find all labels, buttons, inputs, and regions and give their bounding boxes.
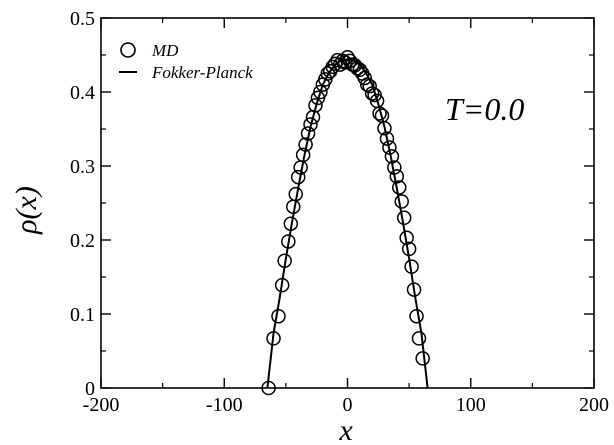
- md-point: [362, 78, 377, 94]
- x-tick-label: 200: [579, 394, 609, 416]
- md-point: [387, 160, 402, 175]
- legend-md-label: MD: [151, 41, 179, 60]
- md-point: [406, 282, 422, 297]
- md-point: [364, 86, 380, 101]
- md-point: [382, 140, 397, 155]
- md-point: [394, 194, 409, 209]
- md-point: [303, 117, 318, 132]
- md-point: [288, 186, 303, 202]
- temperature-annotation: T=0.0: [445, 91, 524, 127]
- md-point: [266, 331, 281, 346]
- md-point: [357, 70, 373, 86]
- md-point: [313, 84, 328, 100]
- md-point: [384, 149, 400, 164]
- md-point: [396, 210, 412, 226]
- md-point: [298, 137, 313, 152]
- md-point: [290, 169, 306, 185]
- md-point: [352, 62, 368, 78]
- md-point: [335, 53, 350, 69]
- x-tick-label: 100: [456, 394, 486, 416]
- md-point: [379, 131, 395, 146]
- md-point: [274, 277, 290, 293]
- md-point: [350, 61, 365, 76]
- md-point: [300, 126, 316, 141]
- y-tick-label: 0.4: [70, 82, 95, 104]
- md-point: [409, 308, 424, 324]
- md-point: [411, 331, 427, 346]
- y-tick-label: 0.1: [70, 304, 95, 326]
- legend: MD Fokker-Planck: [119, 41, 253, 82]
- md-point: [401, 241, 417, 257]
- md-point: [295, 147, 311, 163]
- md-point: [261, 380, 276, 396]
- y-axis-title: ρ(x): [10, 186, 43, 235]
- md-series: [261, 49, 430, 396]
- md-point: [399, 230, 414, 246]
- md-point: [392, 180, 407, 195]
- md-point: [277, 253, 292, 268]
- md-point: [308, 98, 323, 113]
- legend-md-marker: [120, 42, 136, 58]
- md-point: [340, 49, 355, 65]
- x-axis-title: x: [338, 414, 353, 445]
- x-tick-label: 0: [343, 394, 353, 416]
- md-point: [389, 169, 405, 184]
- md-point: [372, 106, 387, 121]
- y-tick-label: 0.2: [70, 230, 95, 252]
- md-point: [377, 121, 392, 136]
- y-tick-label: 0: [85, 378, 95, 400]
- md-point: [347, 58, 363, 73]
- md-point: [342, 53, 358, 69]
- md-point: [271, 308, 286, 324]
- md-point: [404, 259, 419, 274]
- legend-fokker-planck-label: Fokker-Planck: [151, 63, 253, 82]
- md-point: [283, 216, 299, 231]
- md-point: [327, 56, 343, 72]
- y-tick-label: 0.3: [70, 156, 95, 178]
- x-tick-label: -200: [83, 394, 120, 416]
- md-point: [415, 351, 430, 366]
- md-point: [281, 234, 296, 249]
- axis-ticks: -200 -100 0 100 200 0 0.1 0.2 0.3 0.4 0.5: [70, 8, 609, 416]
- x-tick-label: -100: [206, 394, 243, 416]
- y-tick-label: 0.5: [70, 8, 95, 30]
- md-point: [359, 77, 375, 92]
